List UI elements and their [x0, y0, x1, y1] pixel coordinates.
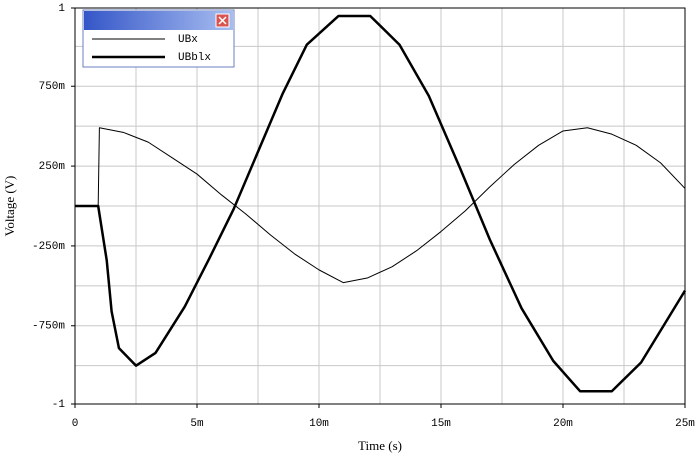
x-tick-label: 20m [553, 418, 573, 430]
legend[interactable]: UBx UBblx [82, 9, 235, 68]
legend-close-icon [218, 16, 227, 25]
y-tick-label: -1 [52, 399, 66, 411]
y-axis-title: Voltage (V) [2, 176, 17, 237]
plot-frame [74, 7, 686, 405]
x-tick-label: 15m [431, 418, 451, 430]
line-series [75, 127, 686, 284]
x-tick-label: 0 [72, 418, 79, 430]
legend-label: UBx [178, 34, 198, 46]
x-axis-title: Time (s) [358, 438, 402, 453]
x-tick-label: 5m [190, 418, 204, 430]
x-tick-label: 25m [675, 418, 695, 430]
y-tick-label: -250m [32, 241, 65, 253]
line-series [75, 14, 687, 393]
y-tick-label: 250m [39, 161, 66, 173]
x-tick-label: 10m [309, 418, 329, 430]
y-tick-label: 1 [58, 3, 65, 15]
y-tick-label: 750m [39, 81, 66, 93]
legend-label: UBblx [178, 52, 211, 64]
y-tick-label: -750m [32, 321, 65, 333]
legend-titlebar [84, 11, 233, 30]
